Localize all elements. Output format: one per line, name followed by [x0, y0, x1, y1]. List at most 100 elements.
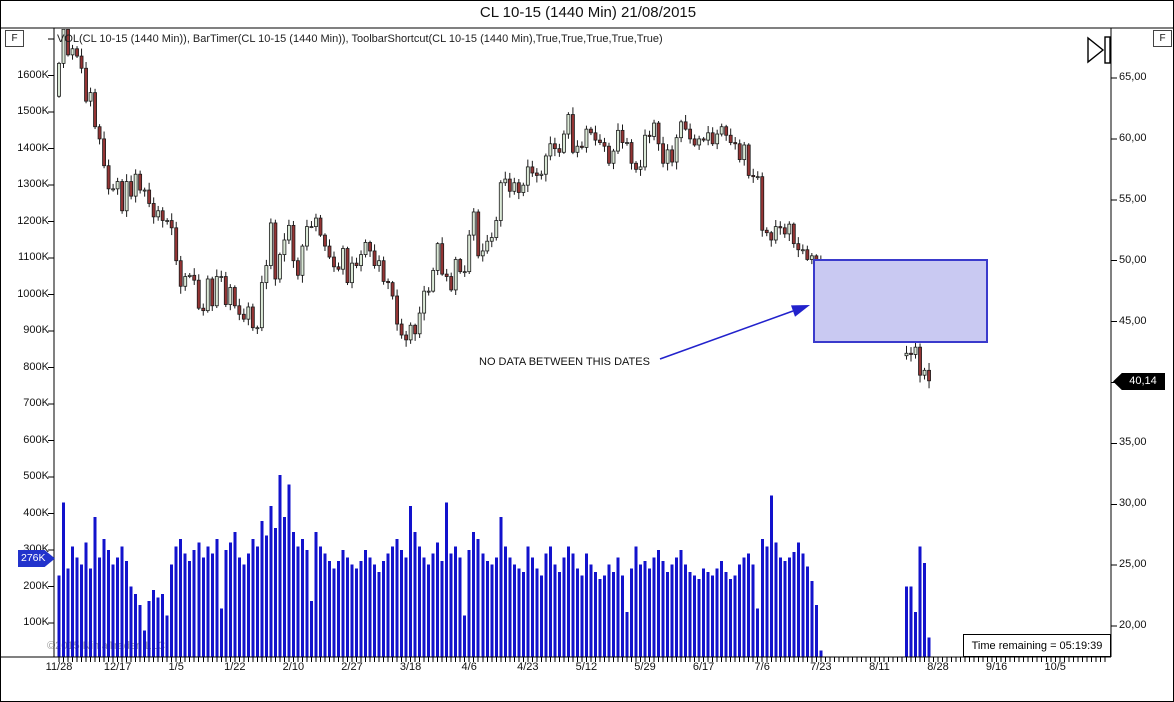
- no-data-annotation-text[interactable]: NO DATA BETWEEN THIS DATES: [479, 356, 650, 368]
- volume-bar: [57, 575, 61, 657]
- candle: [268, 222, 273, 266]
- candle: [769, 232, 774, 241]
- volume-bar: [143, 630, 147, 657]
- candle: [507, 178, 512, 192]
- candle: [760, 176, 765, 231]
- candle: [809, 255, 814, 260]
- volume-bar: [382, 560, 386, 657]
- candle: [264, 265, 269, 284]
- volume-bar: [711, 575, 715, 657]
- candle: [742, 144, 747, 161]
- candle: [534, 172, 539, 176]
- volume-bar: [562, 557, 566, 657]
- volume-bar: [517, 568, 521, 657]
- volume-bar: [66, 568, 70, 657]
- candle: [679, 121, 683, 139]
- candle: [142, 189, 147, 192]
- volume-bar: [512, 564, 516, 657]
- volume-bar: [508, 557, 512, 657]
- candle: [160, 210, 165, 221]
- candle: [724, 126, 729, 136]
- candle: [309, 226, 314, 229]
- volume-bar: [499, 517, 503, 657]
- candle: [88, 92, 93, 102]
- candle: [918, 346, 922, 376]
- candle: [715, 133, 720, 145]
- volume-bar: [337, 560, 340, 657]
- volume-bar: [246, 553, 250, 657]
- no-data-box[interactable]: [813, 259, 988, 343]
- volume-bar: [282, 517, 286, 657]
- volume-bar: [675, 557, 679, 657]
- candle: [61, 29, 66, 64]
- volume-bar: [589, 564, 593, 657]
- volume-bar: [810, 581, 814, 657]
- volume-bar: [287, 484, 291, 657]
- volume-bar: [327, 560, 331, 657]
- function-button-left[interactable]: F: [5, 30, 24, 47]
- volume-bar: [210, 553, 214, 657]
- volume-bar: [219, 608, 223, 657]
- candle: [697, 138, 702, 146]
- candle: [656, 122, 661, 145]
- volume-bar: [395, 539, 399, 657]
- candle: [205, 278, 210, 312]
- volume-bar: [670, 564, 674, 657]
- volume-bar: [530, 557, 534, 657]
- volume-bar: [751, 564, 755, 657]
- candle: [156, 210, 161, 218]
- volume-bar: [116, 557, 120, 657]
- candle: [521, 184, 526, 193]
- volume-bar: [688, 571, 692, 657]
- candle: [688, 128, 693, 140]
- candle: [305, 226, 309, 247]
- volume-bar: [89, 568, 93, 657]
- candle: [147, 189, 152, 204]
- volume-bar: [697, 579, 701, 657]
- volume-bar: [778, 557, 782, 657]
- candle: [525, 166, 530, 186]
- volume-bar: [927, 637, 931, 657]
- candle: [607, 145, 611, 164]
- volume-bar: [125, 560, 129, 657]
- candle: [336, 266, 341, 270]
- candle: [543, 155, 548, 175]
- candle: [84, 67, 88, 102]
- volume-bar: [440, 560, 444, 657]
- candle: [214, 276, 219, 307]
- candle: [390, 282, 395, 297]
- no-data-arrow[interactable]: [659, 305, 810, 360]
- volume-bar: [593, 571, 597, 657]
- go-to-end-icon[interactable]: [1086, 36, 1112, 64]
- volume-bar: [733, 575, 737, 657]
- volume-bar: [305, 550, 309, 657]
- volume-bar: [535, 568, 539, 657]
- volume-bar: [544, 553, 548, 657]
- candle: [350, 262, 354, 284]
- volume-bar: [693, 575, 697, 657]
- candle: [241, 313, 246, 320]
- volume-bar: [557, 571, 561, 657]
- volume-bar: [269, 506, 273, 657]
- volume-bar: [661, 560, 665, 657]
- volume-bar: [702, 568, 706, 657]
- candle: [719, 126, 724, 135]
- candle: [800, 249, 805, 252]
- volume-bar: [436, 542, 440, 657]
- candle: [404, 334, 409, 341]
- volume-bar: [359, 560, 363, 657]
- volume-bar: [485, 560, 489, 657]
- time-remaining-text: Time remaining = 05:19:39: [971, 640, 1103, 652]
- volume-bar: [170, 564, 174, 657]
- function-button-right[interactable]: F: [1153, 30, 1172, 47]
- volume-bar: [715, 568, 719, 657]
- candle: [408, 324, 413, 341]
- candle: [584, 128, 589, 148]
- volume-bar: [494, 557, 498, 657]
- volume-bar: [84, 542, 88, 657]
- candle: [927, 369, 931, 382]
- candle: [314, 217, 318, 228]
- volume-bar: [679, 550, 683, 657]
- candle: [787, 223, 792, 235]
